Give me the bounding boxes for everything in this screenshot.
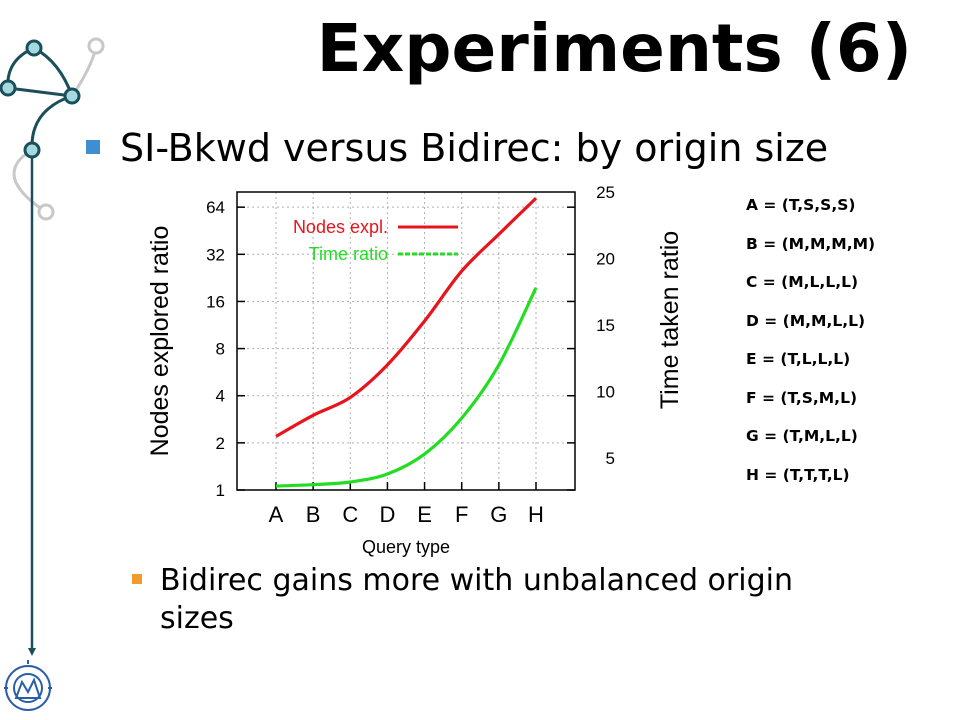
y-tick-label: 32 [206, 245, 225, 264]
chart-legend: Nodes expl. Time ratio [293, 217, 458, 264]
query-def-item: B = (M,M,M,M) [746, 234, 876, 253]
sub-bullet-text: Bidirec gains more with unbalanced origi… [160, 563, 793, 636]
y2-tick-label: 20 [596, 250, 615, 269]
query-def-item: D = (M,M,L,L) [746, 311, 866, 330]
deco-edge [7, 86, 73, 98]
x-tick-label: B [306, 502, 321, 527]
y-tick-label: 8 [216, 340, 225, 359]
deco-node [87, 37, 105, 55]
query-def-item: C = (M,L,L,L) [746, 273, 859, 291]
deco-edge [30, 94, 73, 151]
y2-tick-label: 15 [596, 316, 615, 335]
institute-logo [4, 660, 52, 711]
y-tick-label: 4 [216, 387, 225, 406]
deco-edge [12, 148, 47, 214]
x-tick-label: H [528, 502, 544, 527]
y-tick-label: 16 [206, 292, 225, 311]
y-tick-label: 64 [206, 198, 225, 217]
main-bullet: SI-Bkwd versus Bidirec: by origin size [86, 126, 828, 170]
x-tick-label: F [455, 502, 468, 527]
deco-node [63, 87, 81, 105]
y-axis-label: Nodes explored ratio [146, 226, 174, 457]
main-bullet-square [86, 139, 100, 154]
x-tick-label: G [490, 502, 507, 527]
query-def-item: A = (T,S,S,S) [746, 196, 856, 214]
y-tick-label: 1 [216, 481, 225, 500]
deco-node [23, 141, 41, 159]
query-def-item: E = (T,L,L,L) [746, 350, 851, 368]
decorative-network-graphic [0, 37, 105, 656]
query-def-item: H = (T,T,T,L) [746, 465, 850, 484]
sub-bullet: Bidirec gains more with unbalanced origi… [132, 562, 872, 638]
main-bullet-text: SI-Bkwd versus Bidirec: by origin size [120, 126, 829, 170]
deco-node [25, 39, 43, 57]
y-tick-label: 2 [216, 434, 225, 453]
y2-tick-label: 10 [596, 383, 615, 402]
x-tick-label: D [379, 502, 395, 527]
deco-edge [33, 46, 74, 97]
query-def-item: G = (T,M,L,L) [746, 427, 858, 445]
legend-label: Time ratio [309, 244, 388, 264]
y2-tick-label: 5 [606, 449, 615, 468]
series-line-1 [275, 197, 538, 438]
x-tick-label: E [417, 502, 432, 527]
y2-axis-label: Time taken ratio [656, 231, 684, 409]
deco-node [0, 79, 17, 97]
slide-title: Experiments (6) [316, 10, 912, 87]
legend-label: Nodes expl. [293, 217, 388, 237]
query-definitions: A = (T,S,S,S) B = (M,M,M,M) C = (M,L,L,L… [746, 196, 875, 504]
line-chart: 1 2 4 8 16 32 64 5 10 15 20 25 A B C D E F G H Query type Nod… [146, 183, 684, 557]
query-def-item: F = (T,S,M,L) [746, 388, 858, 407]
y2-tick-label: 25 [596, 183, 615, 202]
x-tick-label: A [269, 502, 284, 527]
x-axis-label: Query type [362, 537, 450, 557]
grid [237, 192, 575, 491]
deco-node [37, 203, 55, 221]
plot-frame [236, 191, 576, 491]
x-tick-label: C [342, 502, 358, 527]
sub-bullet-square [132, 574, 142, 584]
series-line-2 [275, 287, 538, 488]
deco-arrow-head [28, 648, 36, 656]
